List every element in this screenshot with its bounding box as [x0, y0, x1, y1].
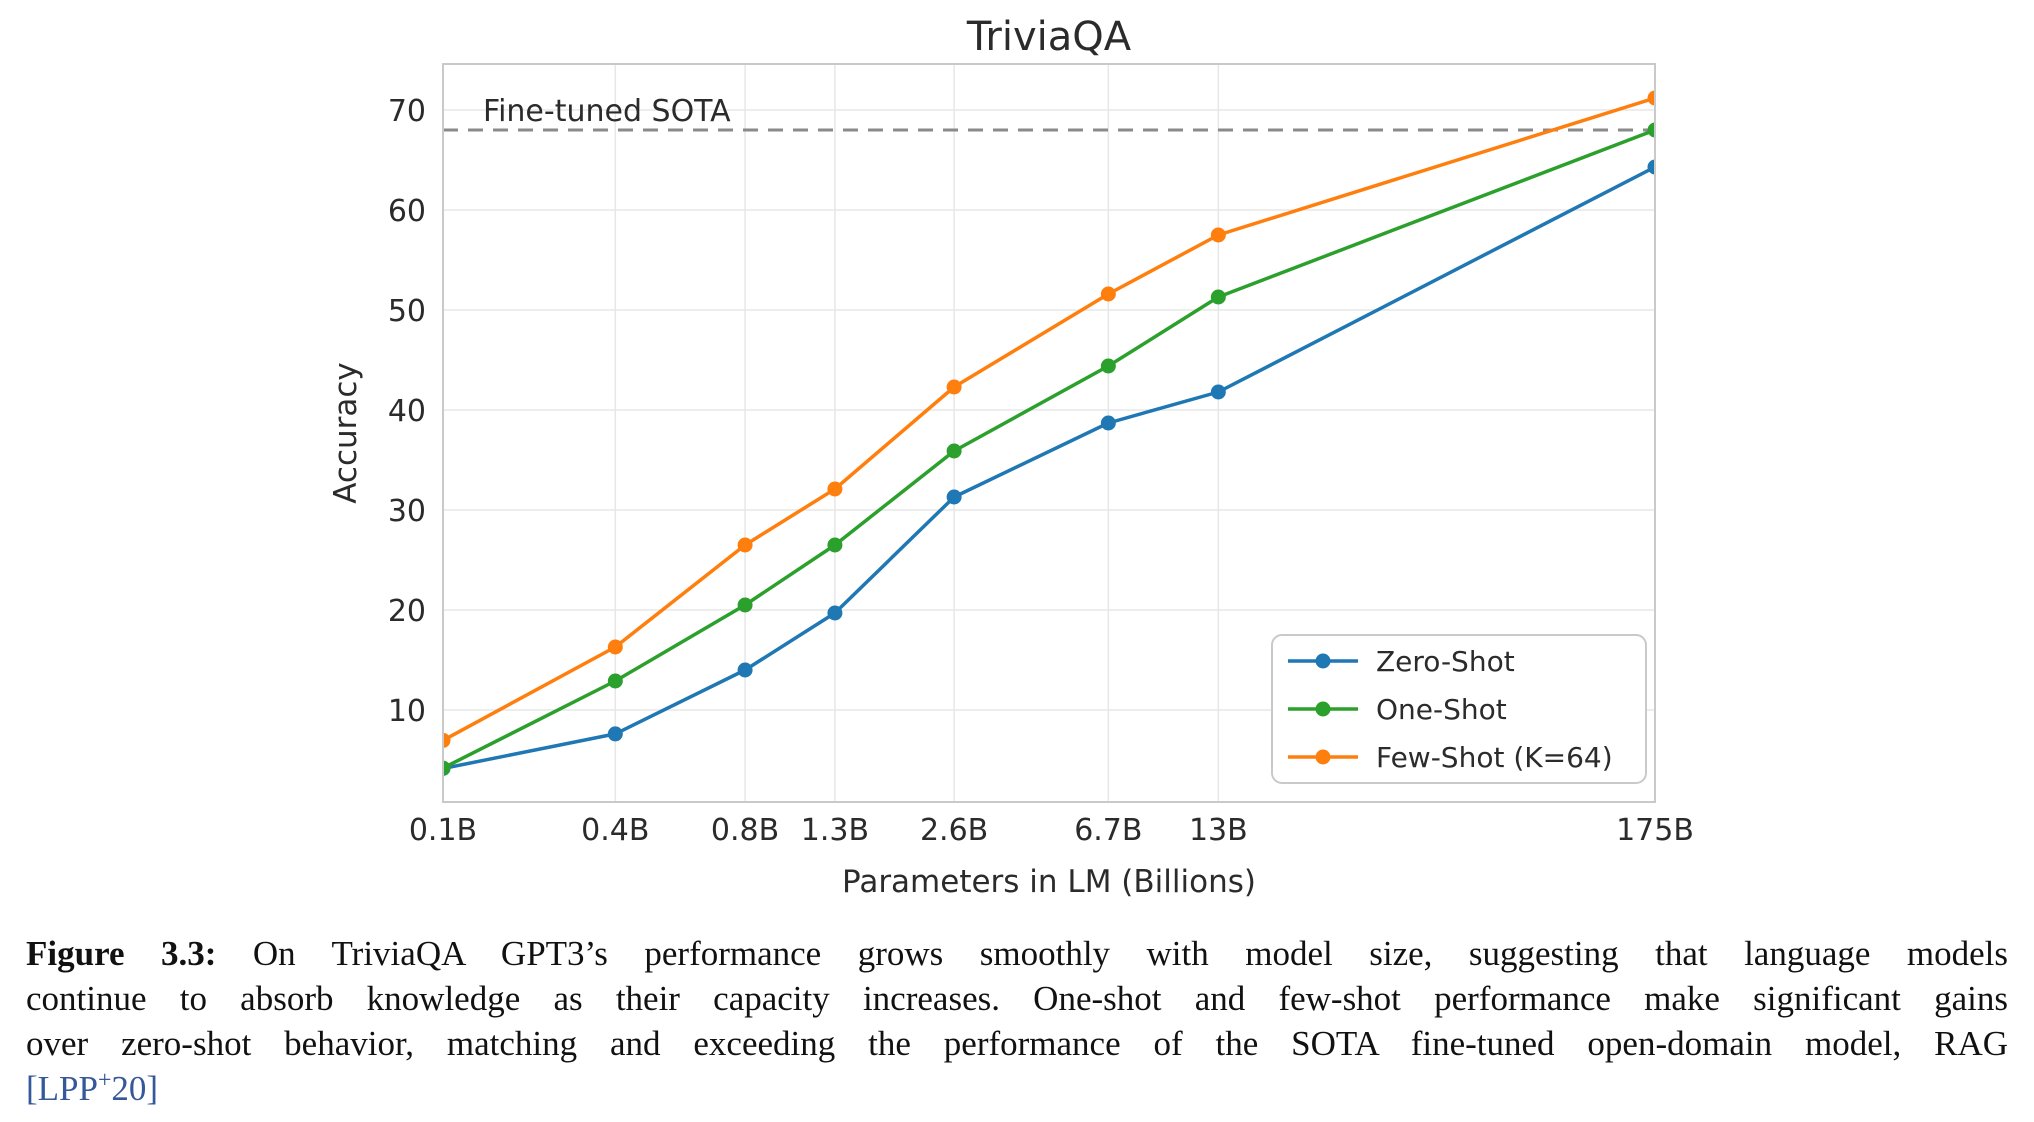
- svg-text:One-Shot: One-Shot: [1376, 693, 1507, 726]
- caption-line-3: over zero-shot behavior, matching and ex…: [26, 1024, 2008, 1063]
- legend-item-few-shot-k-64-: Few-Shot (K=64): [1288, 741, 1613, 774]
- caption-line-2: continue to absorb knowledge as their ca…: [26, 979, 2008, 1018]
- caption-text-1: On TriviaQA GPT3’s performance grows smo…: [216, 934, 2008, 973]
- svg-text:30: 30: [388, 494, 426, 529]
- svg-text:175B: 175B: [1616, 813, 1694, 848]
- series-one-shot: [443, 122, 1655, 776]
- caption-line-4: [LPP+20]: [26, 1066, 2008, 1111]
- svg-text:50: 50: [388, 294, 426, 329]
- y-tick-labels: 10 20 30 40 50 60 70: [388, 94, 426, 729]
- triviaqa-chart-svg: Fine-tuned SOTA TriviaQA 10 20 30 40 50 60 70 0.1…: [328, 14, 1694, 900]
- svg-text:0.4B: 0.4B: [581, 813, 649, 848]
- citation-close: 20]: [111, 1069, 159, 1108]
- legend: Zero-Shot One-Shot Few-Shot (K=64): [1271, 634, 1647, 784]
- svg-text:13B: 13B: [1189, 813, 1248, 848]
- svg-text:40: 40: [388, 394, 426, 429]
- citation-link-lpp20[interactable]: [LPP+20]: [26, 1067, 159, 1108]
- triviaqa-figure: Fine-tuned SOTA TriviaQA 10 20 30 40 50 60 70 0.1…: [328, 14, 1694, 900]
- plot-border: [442, 63, 1656, 803]
- svg-text:1.3B: 1.3B: [801, 813, 869, 848]
- figure-caption: Figure 3.3: On TriviaQA GPT3’s performan…: [26, 931, 2008, 1111]
- svg-text:20: 20: [388, 594, 426, 629]
- svg-text:0.8B: 0.8B: [711, 813, 779, 848]
- figure-number-label: Figure 3.3:: [26, 934, 217, 973]
- svg-text:Few-Shot (K=64): Few-Shot (K=64): [1376, 741, 1613, 774]
- caption-line-1: Figure 3.3: On TriviaQA GPT3’s performan…: [26, 931, 2008, 976]
- citation-superscript: +: [97, 1067, 112, 1094]
- chart-title: TriviaQA: [966, 14, 1132, 60]
- svg-text:Zero-Shot: Zero-Shot: [1376, 645, 1515, 678]
- x-tick-labels: 0.1B 0.4B 0.8B 1.3B 2.6B 6.7B 13B 175B: [409, 813, 1694, 848]
- series-zero-shot: [443, 159, 1655, 776]
- sota-line-label: Fine-tuned SOTA: [483, 94, 731, 129]
- svg-text:6.7B: 6.7B: [1074, 813, 1142, 848]
- series-few-shot-k-64-: [443, 90, 1655, 748]
- citation-open: [LPP: [26, 1069, 98, 1108]
- series-group: [443, 90, 1655, 776]
- y-axis-label: Accuracy: [328, 362, 364, 504]
- svg-text:70: 70: [388, 94, 426, 129]
- svg-text:0.1B: 0.1B: [409, 813, 477, 848]
- x-axis-label: Parameters in LM (Billions): [842, 864, 1256, 900]
- svg-text:10: 10: [388, 694, 426, 729]
- legend-item-one-shot: One-Shot: [1288, 693, 1507, 726]
- legend-item-zero-shot: Zero-Shot: [1288, 645, 1515, 678]
- svg-text:60: 60: [388, 194, 426, 229]
- svg-text:2.6B: 2.6B: [920, 813, 988, 848]
